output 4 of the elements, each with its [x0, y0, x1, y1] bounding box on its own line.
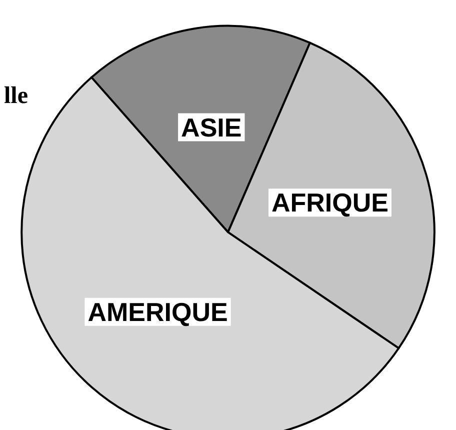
slice-label: AFRIQUE: [271, 188, 388, 218]
slice-label: AMERIQUE: [88, 296, 228, 327]
slice-label: ASIE: [181, 112, 242, 142]
text: lle: [4, 83, 28, 109]
